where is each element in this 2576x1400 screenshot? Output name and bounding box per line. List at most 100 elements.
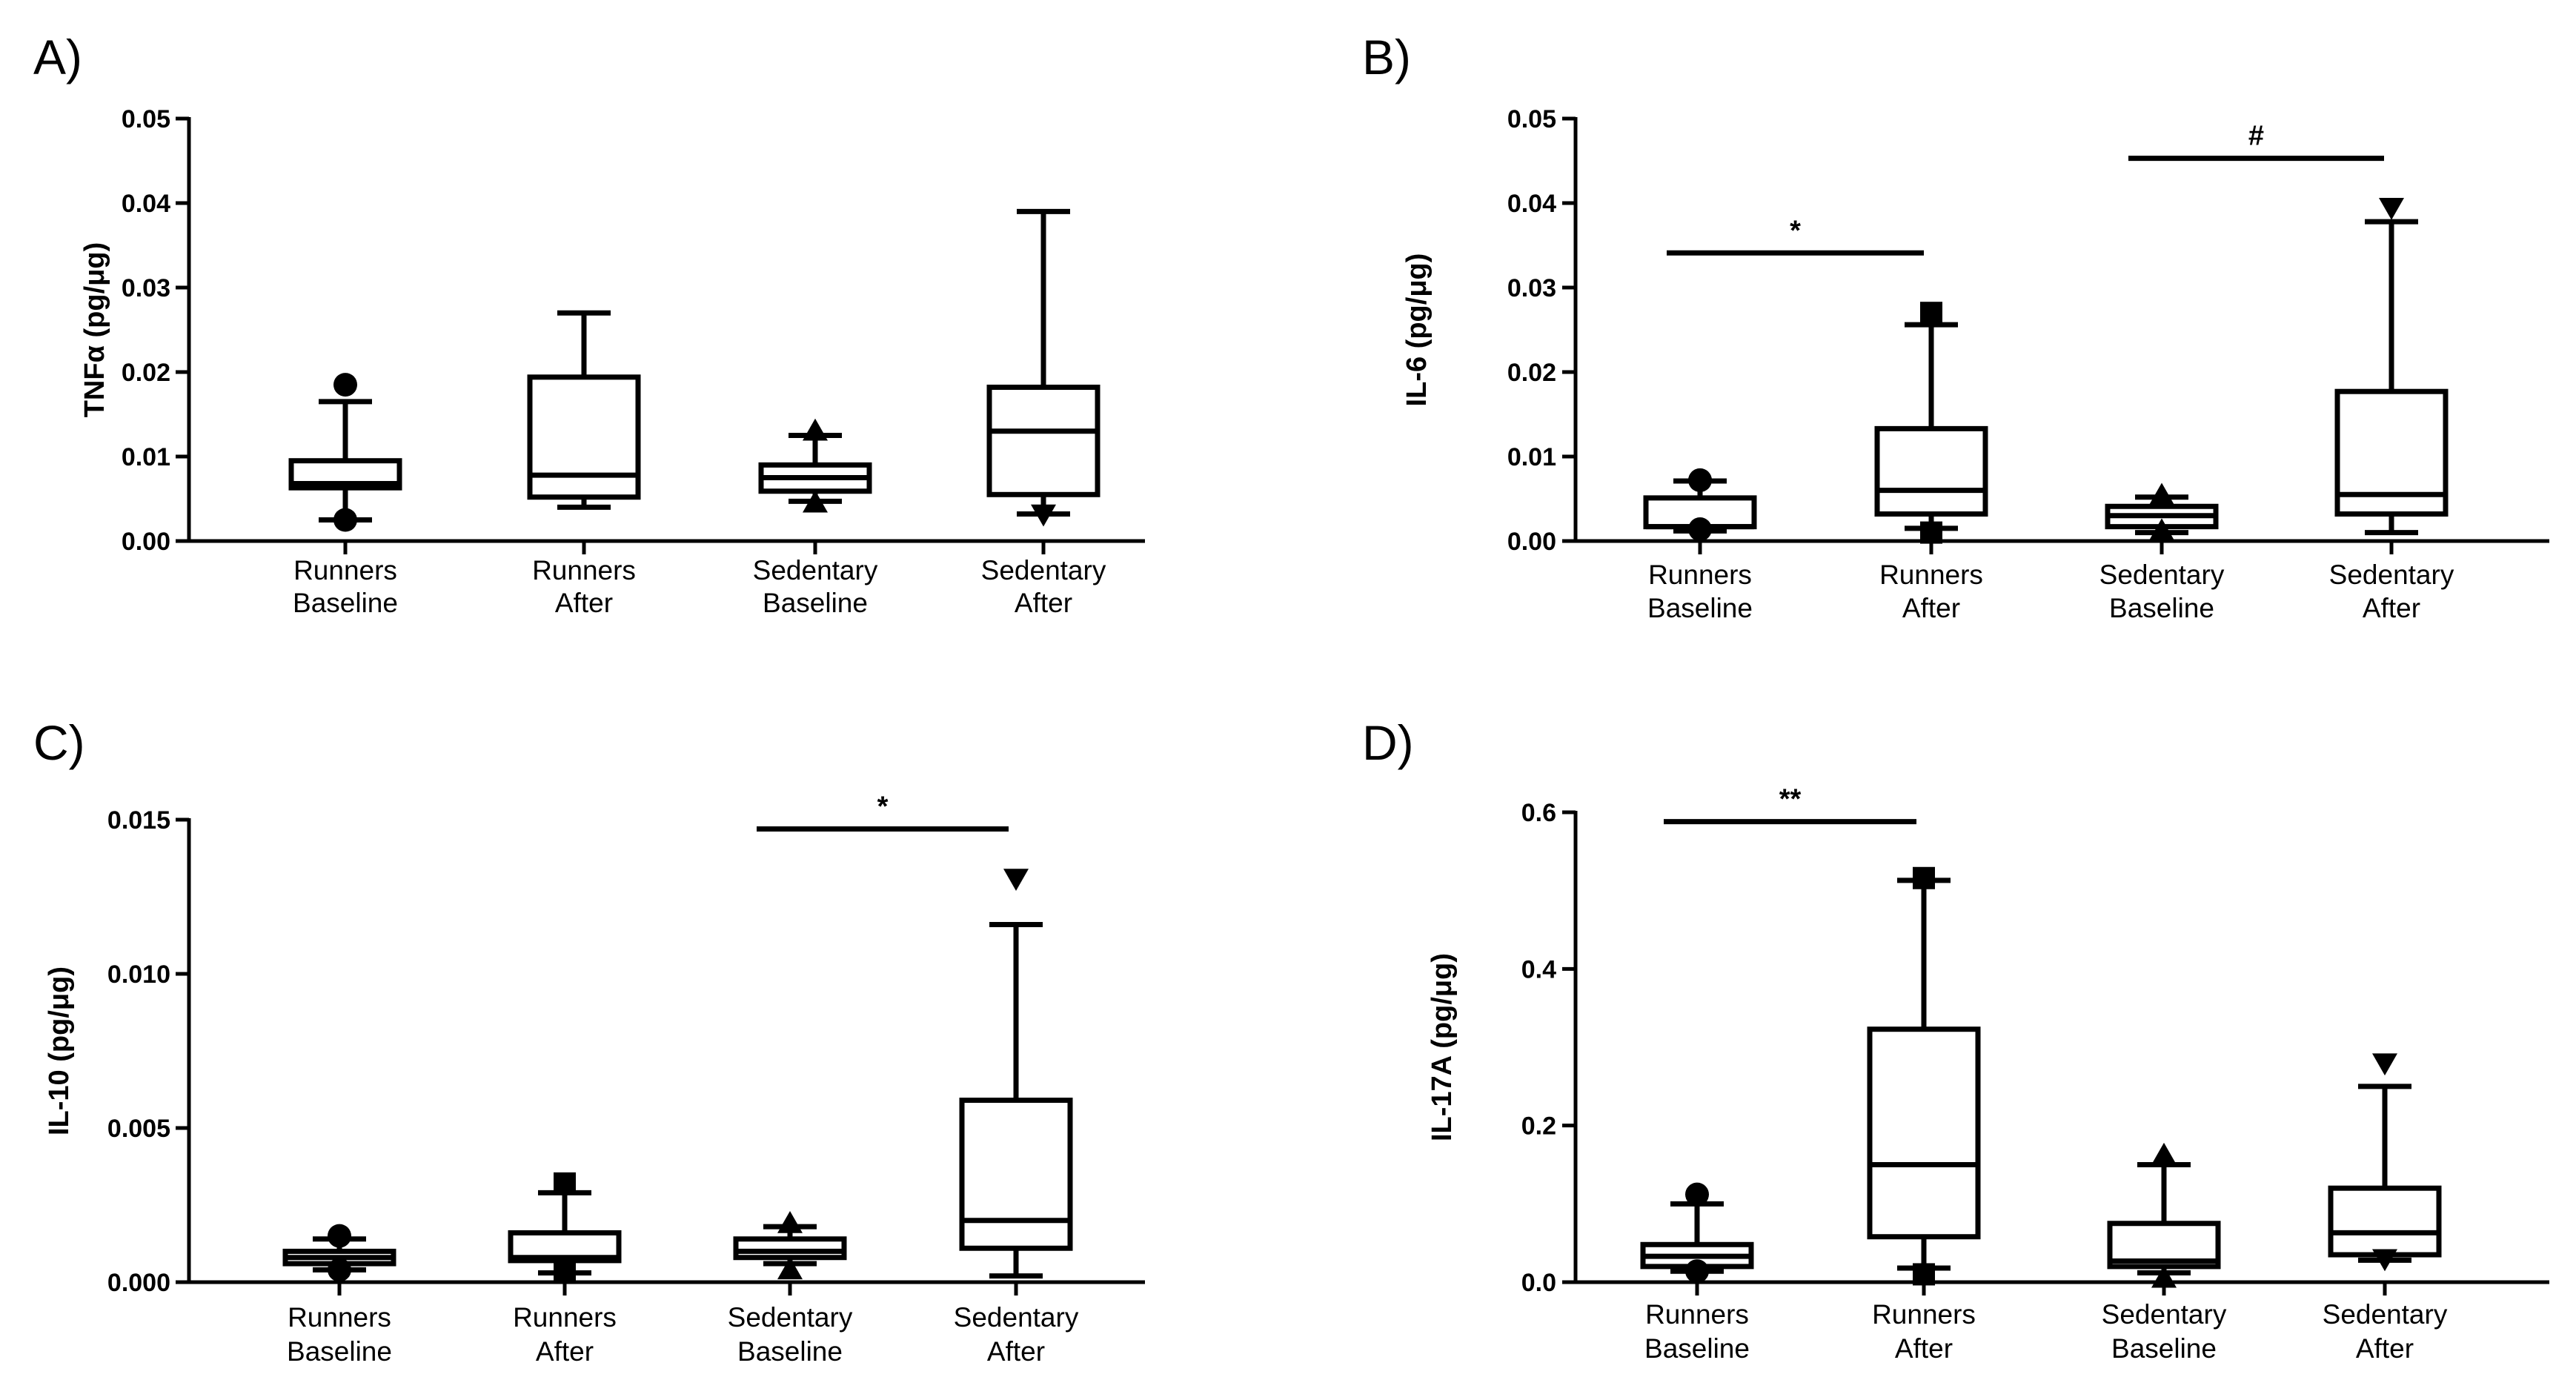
y-tick-label: 0.03 — [122, 274, 170, 302]
y-tick-label: 0.05 — [122, 105, 170, 133]
y-tick-label: 0.6 — [1521, 799, 1556, 827]
x-tick-label: Baseline — [2111, 1333, 2217, 1364]
outlier-marker — [1920, 521, 1942, 544]
x-tick-label: After — [987, 1336, 1045, 1367]
x-tick-label: Sedentary — [954, 1302, 1079, 1333]
box-plot — [1867, 866, 1981, 1286]
outlier-marker — [777, 1210, 803, 1233]
y-tick-label: 0.4 — [1521, 955, 1556, 983]
outlier-marker — [1688, 468, 1712, 492]
box-plot — [733, 1210, 847, 1280]
box-plot — [508, 1172, 622, 1284]
y-tick-label: 0.04 — [1507, 190, 1556, 218]
x-tick-label: Runners — [1645, 1299, 1749, 1330]
y-axis-label: TNFα (pg/μg) — [79, 242, 110, 418]
box-plot — [527, 310, 641, 510]
outlier-marker — [1685, 1259, 1709, 1284]
x-tick-label: Baseline — [2109, 593, 2214, 623]
iqr-box — [1874, 425, 1988, 517]
y-tick-label: 0.0 — [1521, 1269, 1556, 1297]
outlier-marker — [333, 373, 357, 397]
x-tick-label: Baseline — [1644, 1333, 1750, 1364]
panel-d: D)0.00.20.40.6IL-17A (pg/μg)RunnersBasel… — [1362, 715, 2549, 1364]
box-plot — [2328, 1053, 2442, 1272]
x-tick-label: After — [1902, 593, 1960, 623]
outlier-marker — [803, 418, 828, 441]
x-tick-label: After — [2356, 1333, 2414, 1364]
x-tick-label: Sedentary — [2099, 560, 2225, 590]
x-tick-label: After — [2363, 593, 2420, 623]
outlier-marker — [554, 1261, 576, 1284]
y-axis-label: IL-17A (pg/μg) — [1427, 953, 1458, 1141]
x-tick-label: Baseline — [293, 588, 398, 618]
x-tick-label: After — [1015, 588, 1072, 618]
outlier-marker — [777, 1257, 803, 1280]
outlier-marker — [1031, 504, 1056, 527]
outlier-marker — [328, 1224, 351, 1248]
outlier-marker — [333, 508, 357, 532]
box-plot — [1643, 468, 1757, 542]
x-tick-label: Sedentary — [981, 555, 1106, 585]
box-plot — [288, 373, 402, 532]
panel-b: B) 0.00 0.01 0.02 0.03 0.04 0.05 IL-6 (pg/μg) Ru… — [1362, 30, 2549, 623]
y-tick-label: 0.01 — [122, 443, 170, 471]
panel-letter: D) — [1362, 715, 1414, 770]
iqr-box — [527, 374, 641, 500]
significance-label: * — [1790, 215, 1801, 246]
panel-letter: A) — [33, 30, 82, 84]
x-tick-label: Runners — [513, 1302, 617, 1333]
panel-letter: C) — [33, 715, 85, 770]
outlier-marker — [2151, 1265, 2177, 1288]
iqr-box — [959, 1098, 1073, 1251]
x-tick-label: Baseline — [1647, 593, 1753, 623]
x-tick-label: Baseline — [763, 588, 868, 618]
outlier-marker — [1920, 302, 1942, 325]
x-tick-label: Runners — [1879, 560, 1983, 590]
outlier-marker — [2372, 1249, 2397, 1272]
x-tick-label: Runners — [532, 555, 636, 585]
y-tick-label: 0.04 — [122, 190, 170, 218]
box-plot — [2334, 197, 2449, 536]
y-tick-label: 0.05 — [1507, 105, 1556, 133]
outlier-marker — [1685, 1182, 1709, 1207]
x-tick-label: Runners — [288, 1302, 391, 1333]
x-tick-label: After — [536, 1336, 594, 1367]
outlier-marker — [2149, 482, 2174, 505]
outlier-marker — [328, 1258, 351, 1282]
outlier-marker — [2149, 518, 2174, 541]
panel-c: C) 0.000 0.005 0.010 0.015 IL-10 (pg/μg) Runne… — [33, 715, 1145, 1367]
y-tick-label: 0.010 — [107, 961, 170, 989]
box-plot — [986, 208, 1101, 527]
x-tick-label: After — [1895, 1333, 1953, 1364]
box-plot — [1640, 1182, 1754, 1284]
x-tick-label: Sedentary — [2102, 1299, 2227, 1330]
y-tick-label: 0.000 — [107, 1269, 170, 1297]
outlier-marker — [2151, 1142, 2177, 1165]
iqr-box — [733, 1236, 847, 1261]
outlier-marker — [1003, 869, 1029, 892]
y-tick-label: 0.03 — [1507, 274, 1556, 302]
y-tick-label: 0.02 — [1507, 359, 1556, 387]
box-plot — [282, 1224, 396, 1282]
y-tick-label: 0.00 — [122, 528, 170, 556]
iqr-box — [1867, 1026, 1981, 1240]
y-tick-label: 0.01 — [1507, 443, 1556, 471]
y-tick-label: 0.00 — [1507, 528, 1556, 556]
x-tick-label: Sedentary — [2329, 560, 2454, 590]
box-plot — [758, 418, 872, 513]
x-tick-label: Sedentary — [728, 1302, 853, 1333]
box-plot — [2105, 482, 2219, 541]
x-tick-label: Runners — [1872, 1299, 1976, 1330]
y-tick-label: 0.005 — [107, 1115, 170, 1143]
y-axis-label: IL-6 (pg/μg) — [1401, 253, 1433, 407]
outlier-marker — [2372, 1053, 2397, 1076]
x-tick-label: Runners — [293, 555, 397, 585]
significance-label: * — [877, 791, 889, 822]
panel-letter: B) — [1362, 30, 1411, 84]
x-tick-label: Sedentary — [753, 555, 878, 585]
outlier-marker — [803, 490, 828, 513]
panel-a: A) 0.00 0.01 0.02 0.03 0.04 0.05 TNFα (pg/μg) Ru… — [33, 30, 1145, 618]
outlier-marker — [1913, 1263, 1935, 1286]
significance-label: # — [2248, 121, 2264, 152]
